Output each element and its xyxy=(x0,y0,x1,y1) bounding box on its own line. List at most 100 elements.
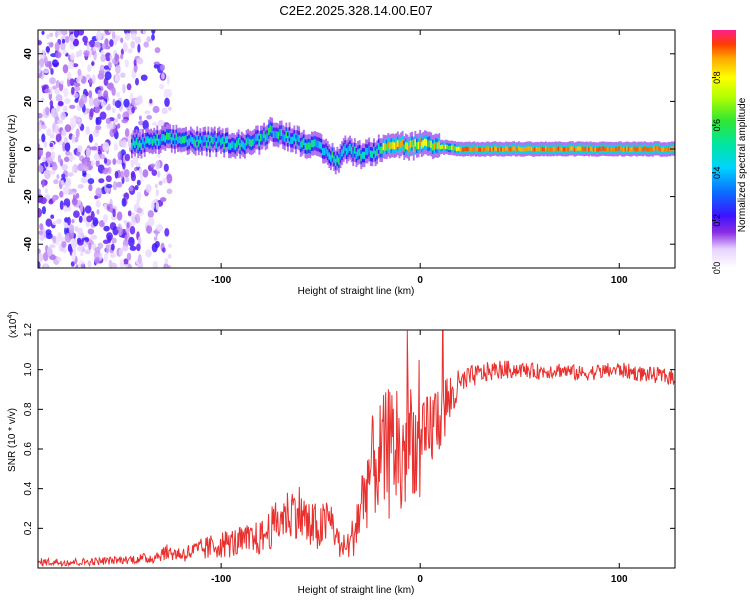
spectrogram-ridge-cell xyxy=(446,144,449,150)
spectrogram-ridge-cell xyxy=(651,147,654,152)
spectrogram-noise-cell xyxy=(80,176,87,184)
snr-x-ticks: -100 0 100 xyxy=(211,330,628,585)
spectrogram-ridge-cell xyxy=(419,138,422,146)
spectrogram-noise-cell xyxy=(38,253,44,262)
spectrogram-ridge-cell xyxy=(482,147,485,152)
spectrogram-ridge-cell xyxy=(317,140,320,148)
spectrogram-noise-cell xyxy=(112,122,116,130)
spectrogram-noise-cell xyxy=(41,133,46,143)
spectrogram-ridge-cell xyxy=(287,135,289,143)
spectrogram-noise-cell xyxy=(102,141,110,152)
spectrogram-noise-cell xyxy=(142,30,147,35)
spectrogram-noise-cell xyxy=(161,107,168,115)
spectrogram-ridge-cell xyxy=(516,147,519,152)
spectrogram-ridge-cell xyxy=(443,145,445,150)
spectrogram-ridge-cell xyxy=(613,147,616,152)
spectrogram-noise-cell xyxy=(107,205,111,211)
spectrogram-noise-cell xyxy=(116,91,121,98)
spectrogram-ridge-cell xyxy=(392,141,394,149)
spectrogram-noise-cell xyxy=(140,74,148,81)
spectrogram-noise-cell xyxy=(49,169,56,175)
spectrogram-noise-cell xyxy=(142,169,149,178)
spectrogram-ridge-cell xyxy=(377,142,380,150)
spectrogram-noise-cell xyxy=(52,195,56,203)
spectrogram-ridge-cell xyxy=(662,147,665,152)
spectrogram-noise-cell xyxy=(155,160,161,170)
spectrogram-ridge-cell xyxy=(298,134,301,142)
spectrogram-noise-cell xyxy=(151,243,158,253)
spectrogram-ridge-cell xyxy=(299,141,302,149)
spectrogram-noise-cell xyxy=(106,82,114,90)
spectrogram-ridge-cell xyxy=(417,141,420,149)
spectrogram-ridge-cell xyxy=(467,146,469,152)
spectrogram-ridge-cell xyxy=(162,134,165,142)
spectrogram-noise-cell xyxy=(155,201,160,211)
spectrogram-ridge-cell xyxy=(459,147,461,152)
spectrogram-ridge-cell xyxy=(553,147,555,152)
spectrogram-ridge-cell xyxy=(146,136,149,144)
spectrogram-noise-cell xyxy=(95,200,101,208)
spectrogram-ridge-cell xyxy=(400,140,402,148)
spectrogram-ridge-cell xyxy=(239,143,242,151)
spectrogram-noise-cell xyxy=(49,142,54,148)
spectrogram-noise-cell xyxy=(49,77,56,85)
spectrogram-ridge-cell xyxy=(602,146,605,151)
spectrogram-noise-cell xyxy=(72,191,76,196)
spectrogram-noise-cell xyxy=(82,213,87,223)
spectrogram-ridge-cell xyxy=(267,127,270,135)
spectrogram-ridge-cell xyxy=(217,136,219,144)
spectrogram-noise-cell xyxy=(50,68,54,75)
spectrogram-noise-cell xyxy=(53,179,59,185)
spectrogram-noise-cell xyxy=(70,261,75,267)
spectrogram-ridge-cell xyxy=(556,147,559,152)
spectrogram-ridge-cell xyxy=(151,138,154,146)
spectrogram-ridge-cell xyxy=(406,142,409,150)
spectrogram-ridge-cell xyxy=(560,147,563,152)
spectrogram-noise-cell xyxy=(62,64,69,74)
spectrogram-ridge-cell xyxy=(234,143,237,151)
spectrogram-noise-cell xyxy=(91,61,95,66)
spectrogram-noise-cell xyxy=(113,142,118,152)
spectrogram-noise-cell xyxy=(167,106,172,111)
spectrogram-noise-cell xyxy=(123,169,130,178)
spectrogram-noise-cell xyxy=(146,224,153,234)
spectrogram-noise-cell xyxy=(109,39,114,47)
spectrogram-ridge-cell xyxy=(596,147,598,152)
spectrogram-ridge-cell xyxy=(664,147,667,152)
spectrogram-noise-cell xyxy=(152,260,158,268)
spectrogram-noise-cell xyxy=(160,64,165,71)
spectrogram-noise-cell xyxy=(60,179,64,185)
spectrogram-ridge-cell xyxy=(236,140,238,148)
spectrogram-noise-cell xyxy=(71,238,78,249)
spectrogram-noise-cell xyxy=(85,91,89,97)
spectrogram-noise-cell xyxy=(119,259,125,268)
spectrogram-noise-cell xyxy=(145,184,152,193)
spectrogram-noise-cell xyxy=(70,52,75,61)
spectrogram-noise-cell xyxy=(95,31,103,41)
spectrogram-ridge-cell xyxy=(471,146,474,152)
spectrogram-noise-cell xyxy=(77,233,82,239)
spectrogram-ridge-cell xyxy=(384,143,387,151)
snr-y-multiplier-exp: 4 xyxy=(7,315,14,319)
spectrogram-ridge-cell xyxy=(411,140,414,148)
spectrogram-noise-cell xyxy=(164,97,170,108)
spectrogram-ridge-cell xyxy=(474,147,477,152)
spectrogram-heatmap xyxy=(38,30,675,268)
spectrogram-noise-cell xyxy=(103,252,109,262)
spectrogram-ridge-cell xyxy=(438,141,441,149)
spectrogram-ridge-cell xyxy=(670,146,673,151)
spectrogram-ridge-cell xyxy=(175,133,178,141)
spectrogram-ridge-cell xyxy=(551,146,554,152)
x-tick-label: -100 xyxy=(211,574,231,585)
spectrogram-ridge-cell xyxy=(510,147,512,152)
spectrogram-noise-cell xyxy=(135,162,141,168)
spectrogram-ridge-cell xyxy=(451,145,453,150)
spectrogram-noise-cell xyxy=(61,164,68,171)
spectrogram-noise-cell xyxy=(50,214,55,219)
spectrogram-ridge-cell xyxy=(201,139,203,147)
figure-title: C2E2.2025.328.14.00.E07 xyxy=(279,3,432,18)
spectrogram-noise-cell xyxy=(55,94,63,102)
spectrogram-ridge-cell xyxy=(653,146,656,151)
spectrogram-ridge-cell xyxy=(449,145,452,151)
spectrogram-ridge-cell xyxy=(220,138,222,146)
